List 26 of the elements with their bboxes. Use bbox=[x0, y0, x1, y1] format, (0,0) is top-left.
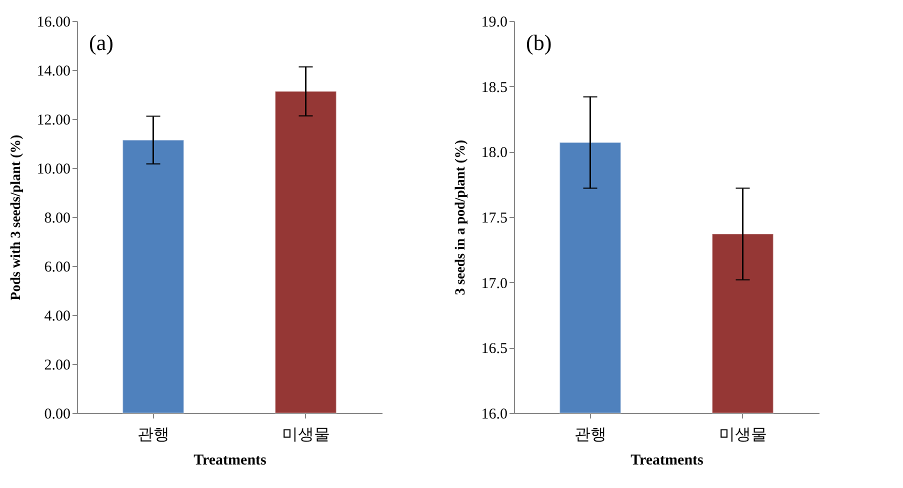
x-tick-label: 미생물 bbox=[718, 424, 767, 444]
y-tick-label: 0.00 bbox=[44, 406, 70, 422]
y-tick-label: 16.0 bbox=[481, 406, 508, 422]
y-axis-title: 3 seeds in a pod/plant (%) bbox=[453, 140, 468, 296]
y-tick-label: 14.00 bbox=[36, 64, 70, 80]
annotation: (b) bbox=[526, 30, 552, 55]
y-tick-label: 12.00 bbox=[36, 112, 70, 128]
y-tick-label: 16.5 bbox=[481, 341, 508, 358]
y-tick-label: 18.5 bbox=[481, 80, 508, 96]
y-tick-label: 10.00 bbox=[36, 162, 70, 178]
y-tick-label: 16.00 bbox=[36, 14, 70, 30]
x-tick-label: 관행 bbox=[137, 424, 170, 444]
x-axis-title: Treatments bbox=[194, 452, 267, 468]
y-tick-label: 6.00 bbox=[44, 260, 70, 276]
y-tick-label: 19.0 bbox=[481, 14, 508, 30]
y-tick-label: 17.0 bbox=[481, 276, 508, 292]
y-tick-label: 4.00 bbox=[44, 308, 70, 324]
y-tick-label: 17.5 bbox=[481, 210, 508, 226]
annotation: (a) bbox=[89, 30, 114, 55]
y-tick-label: 2.00 bbox=[44, 358, 70, 374]
y-tick-label: 18.0 bbox=[481, 145, 508, 162]
y-axis-title: Pods with 3 seeds/plant (%) bbox=[8, 134, 24, 300]
x-tick-label: 미생물 bbox=[282, 424, 330, 444]
x-tick-label: 관행 bbox=[574, 424, 606, 444]
x-axis-title: Treatments bbox=[630, 452, 704, 468]
y-tick-label: 8.00 bbox=[44, 210, 70, 226]
